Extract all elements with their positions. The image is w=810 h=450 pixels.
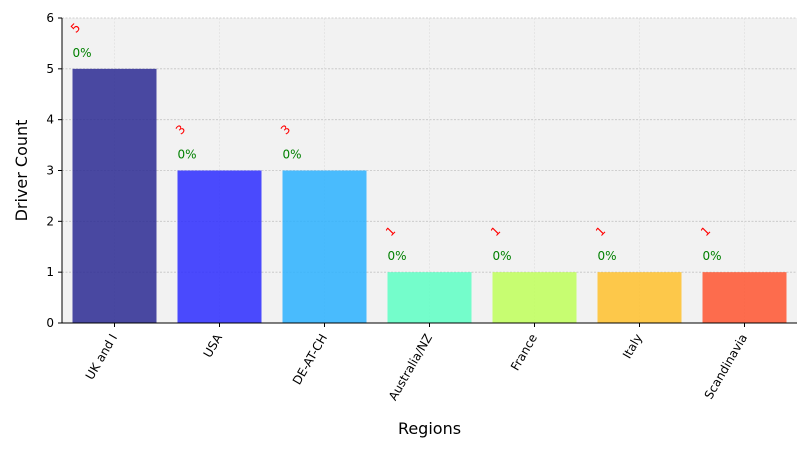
- percent-label: 0%: [178, 148, 197, 162]
- bar-uk-and-i: [72, 68, 157, 323]
- y-tick-label: 0: [46, 316, 54, 330]
- x-tick-label: Italy: [620, 332, 645, 362]
- x-tick-label: Scandinavia: [702, 332, 751, 402]
- percent-label: 0%: [73, 46, 92, 60]
- bar-italy: [597, 272, 682, 323]
- x-tick-label: France: [508, 332, 540, 374]
- bar-australia-nz: [387, 272, 472, 323]
- percent-label: 0%: [493, 249, 512, 263]
- x-axis-title: Regions: [398, 419, 461, 438]
- y-tick-label: 5: [46, 62, 54, 76]
- x-tick-label: DE-AT-CH: [290, 332, 330, 388]
- y-tick-label: 1: [46, 265, 54, 279]
- percent-label: 0%: [703, 249, 722, 263]
- y-tick-label: 6: [46, 11, 54, 25]
- y-axis-title: Driver Count: [12, 120, 31, 222]
- x-tick-label: USA: [201, 331, 226, 360]
- percent-label: 0%: [388, 249, 407, 263]
- bar-usa: [177, 170, 262, 323]
- y-tick-label: 3: [46, 164, 54, 178]
- bar-de-at-ch: [282, 170, 367, 323]
- percent-label: 0%: [283, 148, 302, 162]
- percent-label: 0%: [598, 249, 617, 263]
- x-tick-label: UK and I: [83, 332, 120, 383]
- bar-scandinavia: [702, 272, 787, 323]
- bars: [72, 68, 787, 323]
- y-tick-label: 4: [46, 113, 54, 127]
- y-tick-label: 2: [46, 214, 54, 228]
- bar-france: [492, 272, 577, 323]
- x-tick-label: Australia/NZ: [386, 332, 435, 403]
